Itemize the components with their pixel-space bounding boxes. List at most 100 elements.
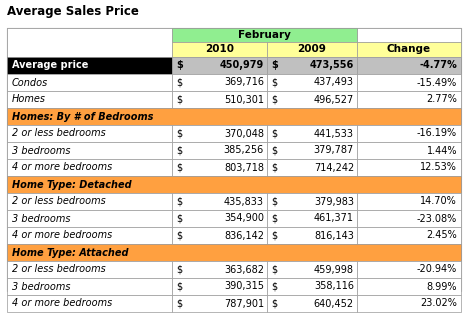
Text: Homes: Homes xyxy=(12,95,46,105)
Text: $: $ xyxy=(271,78,277,88)
Bar xyxy=(267,295,357,312)
Text: 369,716: 369,716 xyxy=(224,78,264,88)
Bar xyxy=(7,244,461,261)
Bar xyxy=(357,28,461,42)
Bar xyxy=(172,142,267,159)
Bar xyxy=(7,176,461,193)
Text: 8.99%: 8.99% xyxy=(426,281,457,291)
Text: 2009: 2009 xyxy=(298,44,327,54)
Text: $: $ xyxy=(271,162,277,172)
Bar xyxy=(172,57,267,74)
Text: Home Type: Detached: Home Type: Detached xyxy=(12,179,132,189)
Text: February: February xyxy=(238,30,291,40)
Text: 441,533: 441,533 xyxy=(314,129,354,138)
Text: 2 or less bedrooms: 2 or less bedrooms xyxy=(12,129,106,138)
Text: $: $ xyxy=(176,230,182,240)
Text: -16.19%: -16.19% xyxy=(417,129,457,138)
Text: -20.94%: -20.94% xyxy=(417,264,457,275)
Text: $: $ xyxy=(176,264,182,275)
Text: 379,983: 379,983 xyxy=(314,197,354,207)
Text: $: $ xyxy=(271,129,277,138)
Text: 354,900: 354,900 xyxy=(224,213,264,223)
Bar xyxy=(172,42,267,57)
Text: 2.45%: 2.45% xyxy=(426,230,457,240)
Bar xyxy=(357,261,461,278)
Text: $: $ xyxy=(271,213,277,223)
Text: 510,301: 510,301 xyxy=(224,95,264,105)
Text: 2 or less bedrooms: 2 or less bedrooms xyxy=(12,197,106,207)
Text: 390,315: 390,315 xyxy=(224,281,264,291)
Bar xyxy=(7,57,172,74)
Text: 496,527: 496,527 xyxy=(314,95,354,105)
Text: $: $ xyxy=(176,281,182,291)
Bar xyxy=(7,125,172,142)
Bar xyxy=(172,125,267,142)
Text: $: $ xyxy=(176,162,182,172)
Text: $: $ xyxy=(271,197,277,207)
Bar xyxy=(267,261,357,278)
Text: 3 bedrooms: 3 bedrooms xyxy=(12,213,70,223)
Bar xyxy=(7,74,172,91)
Bar xyxy=(172,193,267,210)
Text: $: $ xyxy=(176,129,182,138)
Text: 816,143: 816,143 xyxy=(314,230,354,240)
Text: 473,556: 473,556 xyxy=(310,60,354,70)
Text: 14.70%: 14.70% xyxy=(420,197,457,207)
Bar xyxy=(267,278,357,295)
Text: $: $ xyxy=(176,197,182,207)
Bar xyxy=(7,28,172,57)
Bar xyxy=(7,142,172,159)
Bar xyxy=(357,278,461,295)
Bar xyxy=(357,91,461,108)
Bar xyxy=(7,159,172,176)
Bar xyxy=(357,295,461,312)
Bar xyxy=(357,125,461,142)
Bar xyxy=(357,227,461,244)
Text: -23.08%: -23.08% xyxy=(417,213,457,223)
Text: 2 or less bedrooms: 2 or less bedrooms xyxy=(12,264,106,275)
Text: 358,116: 358,116 xyxy=(314,281,354,291)
Bar xyxy=(267,74,357,91)
Text: $: $ xyxy=(176,213,182,223)
Text: $: $ xyxy=(271,230,277,240)
Text: -4.77%: -4.77% xyxy=(419,60,457,70)
Bar xyxy=(7,261,172,278)
Bar xyxy=(357,142,461,159)
Bar xyxy=(7,193,172,210)
Bar xyxy=(267,42,357,57)
Text: 640,452: 640,452 xyxy=(314,299,354,309)
Bar xyxy=(172,210,267,227)
Text: $: $ xyxy=(271,95,277,105)
Text: $: $ xyxy=(176,78,182,88)
Bar xyxy=(357,210,461,227)
Text: 4 or more bedrooms: 4 or more bedrooms xyxy=(12,230,112,240)
Text: 450,979: 450,979 xyxy=(220,60,264,70)
Text: 787,901: 787,901 xyxy=(224,299,264,309)
Text: 370,048: 370,048 xyxy=(224,129,264,138)
Text: $: $ xyxy=(271,60,278,70)
Bar xyxy=(267,210,357,227)
Text: 2010: 2010 xyxy=(205,44,234,54)
Bar xyxy=(357,74,461,91)
Bar xyxy=(7,28,461,291)
Bar xyxy=(267,142,357,159)
Text: Homes: By # of Bedrooms: Homes: By # of Bedrooms xyxy=(12,111,153,121)
Text: Condos: Condos xyxy=(12,78,48,88)
Text: 3 bedrooms: 3 bedrooms xyxy=(12,146,70,156)
Text: $: $ xyxy=(176,95,182,105)
Bar xyxy=(7,295,172,312)
Bar xyxy=(7,210,172,227)
Text: 23.02%: 23.02% xyxy=(420,299,457,309)
Text: 461,371: 461,371 xyxy=(314,213,354,223)
Bar xyxy=(172,227,267,244)
Text: 437,493: 437,493 xyxy=(314,78,354,88)
Bar xyxy=(267,193,357,210)
Bar xyxy=(172,28,357,42)
Text: Home Type: Attached: Home Type: Attached xyxy=(12,248,128,258)
Text: $: $ xyxy=(176,299,182,309)
Text: 4 or more bedrooms: 4 or more bedrooms xyxy=(12,299,112,309)
Text: 435,833: 435,833 xyxy=(224,197,264,207)
Text: 1.44%: 1.44% xyxy=(426,146,457,156)
Bar xyxy=(267,91,357,108)
Bar xyxy=(267,125,357,142)
